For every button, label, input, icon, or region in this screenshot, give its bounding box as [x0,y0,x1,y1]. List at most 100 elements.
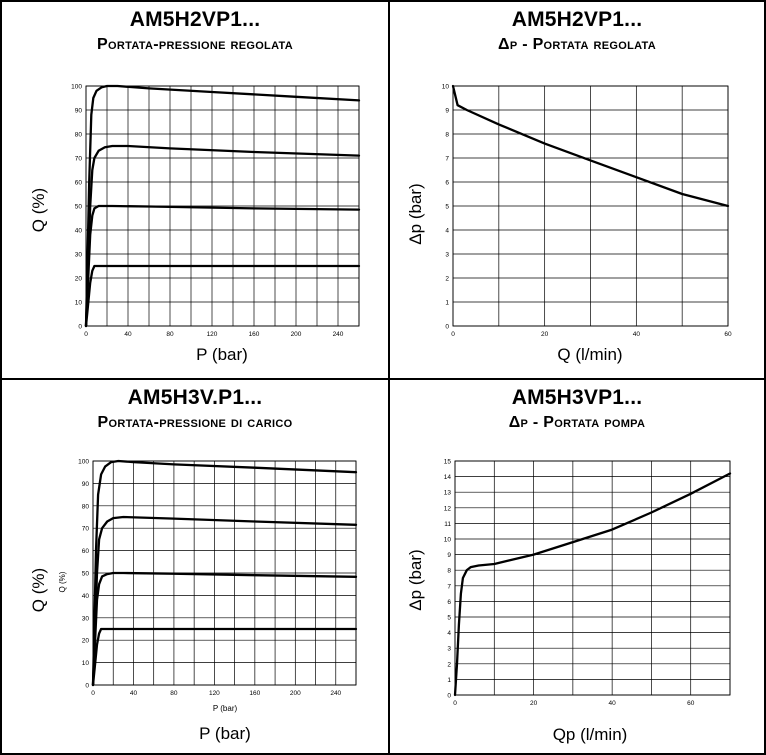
series-line-1 [84,84,361,328]
x-tick-label: 40 [633,331,641,338]
chart-3: 0 10 20 30 40 50 60 70 80 90 100 0 40 80 120 160 200 240 Q… [29,459,358,743]
x-axis-label: Qp (l/min) [553,725,628,744]
panel-1-title: AM5H2VP1... [129,8,261,31]
x-tick-label: 160 [249,331,260,338]
series-line-1 [453,472,732,697]
y-tick-label: 0 [447,693,451,700]
chart-1: 0 10 20 30 40 50 60 70 80 90 100 0 40 80 120 160 200 240 Q… [29,84,361,364]
x-tick-label: 240 [333,331,344,338]
panel-2-subtitle: Δp - Portata regolata [498,36,656,53]
inner-y-axis-label: Q (%) [58,571,67,592]
y-tick-label: 8 [447,568,451,575]
y-tick-label: 10 [82,660,90,667]
y-tick-label: 0 [78,324,82,331]
x-tick-label: 120 [209,690,220,697]
y-tick-label: 100 [78,459,89,466]
y-tick-label: 80 [82,503,90,510]
y-tick-label: 9 [447,552,451,559]
y-tick-label: 12 [444,505,452,512]
x-tick-label: 40 [124,331,132,338]
y-tick-label: 70 [75,156,83,163]
x-tick-label: 20 [530,700,538,707]
x-tick-label: 0 [84,331,88,338]
plot-frame [92,460,357,686]
y-tick-label: 70 [82,526,90,533]
y-tick-label: 90 [82,481,90,488]
x-tick-label: 240 [330,690,341,697]
x-tick-label: 20 [541,331,549,338]
x-tick-label: 60 [687,700,695,707]
y-tick-label: 5 [447,615,451,622]
x-tick-label: 0 [91,690,95,697]
y-tick-label: 14 [444,474,452,481]
y-tick-label: 40 [75,228,83,235]
y-tick-label: 4 [447,630,451,637]
y-axis-label: Q (%) [29,188,48,232]
panel-4-subtitle: Δp - Portata pompa [508,414,646,431]
x-tick-label: 120 [207,331,218,338]
y-tick-label: 0 [85,683,89,690]
panel-2-title: AM5H2VP1... [511,8,643,31]
y-tick-label: 50 [82,571,90,578]
y-tick-label: 80 [75,132,83,139]
series-line-2 [84,144,361,328]
plot-frame [85,85,360,327]
y-tick-label: 13 [444,490,452,497]
y-tick-label: 2 [445,276,449,283]
y-tick-label: 60 [82,548,90,555]
series-line-1 [91,459,358,687]
panel-3-title: AM5H3V.P1... [127,386,263,409]
x-tick-label: 0 [453,700,457,707]
panel-3-subtitle: Portata-pressione di carico [97,414,293,431]
x-tick-label: 80 [166,331,174,338]
x-tick-label: 200 [291,331,302,338]
inner-x-axis-label: P (bar) [213,704,238,713]
x-axis-label: P (bar) [196,345,248,364]
x-axis-label: Q (l/min) [557,345,622,364]
y-tick-label: 30 [75,252,83,259]
y-tick-label: 2 [447,661,451,668]
y-tick-label: 40 [82,593,90,600]
series-line-3 [84,204,361,328]
y-axis-label: Q (%) [29,568,48,612]
x-tick-label: 200 [290,690,301,697]
y-tick-label: 20 [75,276,83,283]
y-tick-label: 1 [447,677,451,684]
series-line-4 [91,627,358,687]
y-tick-label: 10 [444,537,452,544]
y-tick-label: 10 [75,300,83,307]
y-tick-label: 50 [75,204,83,211]
y-axis-label: Δp (bar) [406,183,425,244]
y-tick-label: 5 [445,204,449,211]
x-axis-label: P (bar) [199,724,251,743]
y-tick-label: 9 [445,108,449,115]
y-tick-label: 4 [445,228,449,235]
y-tick-label: 20 [82,638,90,645]
y-tick-label: 1 [445,300,449,307]
x-tick-label: 40 [130,690,138,697]
x-tick-label: 160 [249,690,260,697]
y-tick-label: 15 [444,459,452,466]
y-tick-label: 7 [447,583,451,590]
y-tick-label: 6 [445,180,449,187]
series-line-4 [84,264,361,328]
y-tick-label: 30 [82,615,90,622]
y-tick-label: 90 [75,108,83,115]
x-tick-label: 40 [609,700,617,707]
y-tick-label: 3 [447,646,451,653]
y-tick-label: 3 [445,252,449,259]
y-tick-label: 100 [71,84,82,91]
y-axis-label: Δp (bar) [406,549,425,610]
x-tick-label: 0 [451,331,455,338]
panel-4: AM5H3VP1... Δp - Portata pompa [388,378,766,755]
y-tick-label: 0 [445,324,449,331]
series-line-3 [91,571,358,687]
x-tick-label: 80 [170,690,178,697]
y-tick-label: 8 [445,132,449,139]
y-tick-label: 7 [445,156,449,163]
series-line-1 [451,84,730,208]
panel-1-subtitle: Portata-pressione regolata [97,36,293,53]
